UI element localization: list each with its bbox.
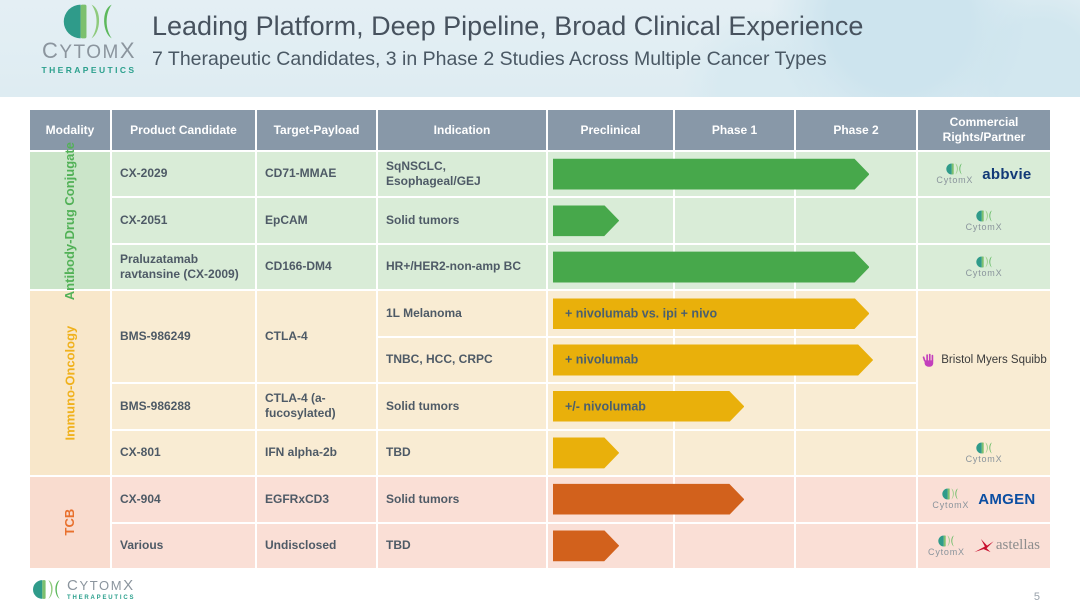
partner-cx-904: CytomX AMGEN <box>918 477 1050 522</box>
phase-bar-cx-904 <box>553 484 744 515</box>
footer-wordmark: CYTOMX <box>67 577 135 594</box>
modality-tcb: TCB <box>30 477 110 568</box>
col-header-product: Product Candidate <box>112 110 255 150</box>
indication-cx-2009: HR+/HER2-non-amp BC <box>378 244 546 290</box>
slide-subtitle: 7 Therapeutic Candidates, 3 in Phase 2 S… <box>152 48 827 70</box>
footer-tagline: THERAPEUTICS <box>67 595 136 601</box>
cytomx-mini-icon <box>946 163 963 175</box>
product-cx-2009: Praluzatamab ravtansine (CX-2009) <box>112 244 255 290</box>
bms-logo: Bristol Myers Squibb <box>921 352 1047 368</box>
slide-title: Leading Platform, Deep Pipeline, Broad C… <box>152 11 864 41</box>
cytomx-logo-icon <box>63 4 112 39</box>
phase-bar-bms-986288: +/- nivolumab <box>553 391 744 422</box>
cytomx-partner-logo: CytomX <box>928 535 965 557</box>
partner-cx-2009: CytomX <box>918 244 1050 290</box>
cytomx-mini-icon <box>938 535 954 547</box>
col-header-phase2: Phase 2 <box>796 110 916 150</box>
cytomx-logo: CYTOMX THERAPEUTICS <box>30 3 148 75</box>
cytomx-footer-icon <box>33 580 60 599</box>
col-header-preclinical: Preclinical <box>548 110 673 150</box>
astellas-logo: astellas <box>974 537 1040 554</box>
target-bms-986249: CTLA-4 <box>257 291 376 383</box>
page-number: 5 <box>1033 591 1040 603</box>
phase-bar-cx-2029 <box>553 159 869 190</box>
indication-cx-904: Solid tumors <box>378 477 546 522</box>
product-bms-986249: BMS-986249 <box>112 291 255 383</box>
cytomx-mini-icon <box>975 210 992 222</box>
phase-bar-various <box>553 530 619 561</box>
cytomx-mini-icon <box>942 488 959 500</box>
cytomx-partner-logo: CytomX <box>966 442 1003 464</box>
partner-cx-2051: CytomX <box>918 198 1050 243</box>
target-cx-2029: CD71-MMAE <box>257 152 376 197</box>
target-cx-2051: EpCAM <box>257 198 376 243</box>
phase-bar-cx-801 <box>553 437 619 468</box>
partner-cx-2029: CytomX abbvie <box>918 152 1050 197</box>
col-header-indication: Indication <box>378 110 546 150</box>
phase-track-various <box>548 523 916 568</box>
abbvie-logo: abbvie <box>982 165 1032 183</box>
cytomx-mini-icon <box>975 256 992 268</box>
indication-cx-801: TBD <box>378 430 546 476</box>
product-cx-2051: CX-2051 <box>112 198 255 243</box>
col-header-modality: Modality <box>30 110 110 150</box>
cytomx-mini-icon <box>975 442 992 454</box>
indication-cx-2029: SqNSCLC, Esophageal/GEJ <box>378 152 546 197</box>
col-header-phase1: Phase 1 <box>675 110 794 150</box>
pipeline-table: Modality Product Candidate Target-Payloa… <box>30 110 1050 568</box>
phase-bar-cx-2009 <box>553 252 869 283</box>
phase-bar-cx-2051 <box>553 205 619 236</box>
astellas-star-icon <box>974 538 994 552</box>
target-bms-986288: CTLA-4 (a-fucosylated) <box>257 384 376 429</box>
bms-hand-icon <box>922 353 934 367</box>
phase-track-tnbc: + nivolumab <box>548 337 916 383</box>
phase-track-cx-801 <box>548 430 916 476</box>
indication-bms-986288: Solid tumors <box>378 384 546 429</box>
cytomx-partner-logo: CytomX <box>932 488 969 510</box>
phase-track-cx-2029 <box>548 152 916 197</box>
bar-label: + nivolumab vs. ipi + nivo <box>565 306 718 321</box>
indication-cx-2051: Solid tumors <box>378 198 546 243</box>
product-bms-986288: BMS-986288 <box>112 384 255 429</box>
product-cx-2029: CX-2029 <box>112 152 255 197</box>
modality-immuno-oncology: Immuno-Oncology <box>30 291 110 476</box>
cytomx-partner-logo: CytomX <box>966 256 1003 278</box>
col-header-target: Target-Payload <box>257 110 376 150</box>
bar-label: + nivolumab <box>565 352 639 367</box>
partner-various: CytomX astellas <box>918 523 1050 568</box>
indication-various: TBD <box>378 523 546 568</box>
amgen-logo: AMGEN <box>978 490 1036 508</box>
target-cx-904: EGFRxCD3 <box>257 477 376 522</box>
product-cx-904: CX-904 <box>112 477 255 522</box>
modality-adc: Antibody-Drug Conjugate <box>30 142 110 300</box>
indication-1l-melanoma: 1L Melanoma <box>378 291 546 336</box>
target-cx-801: IFN alpha-2b <box>257 430 376 476</box>
cytomx-tagline: THERAPEUTICS <box>41 65 137 75</box>
phase-track-1l-melanoma: + nivolumab vs. ipi + nivo <box>548 291 916 336</box>
bar-label: +/- nivolumab <box>565 399 646 414</box>
col-header-commercial: Commercial Rights/Partner <box>918 110 1050 150</box>
phase-track-cx-2009 <box>548 244 916 290</box>
product-various: Various <box>112 523 255 568</box>
title-block: Leading Platform, Deep Pipeline, Broad C… <box>152 11 863 71</box>
phase-bar-1l-melanoma: + nivolumab vs. ipi + nivo <box>553 298 869 329</box>
cytomx-partner-logo: CytomX <box>966 210 1003 232</box>
phase-track-cx-2051 <box>548 198 916 243</box>
phase-track-cx-904 <box>548 477 916 522</box>
header-band: CYTOMX THERAPEUTICS Leading Platform, De… <box>0 0 1080 97</box>
footer-cytomx-logo: CYTOMX THERAPEUTICS <box>33 578 135 601</box>
product-cx-801: CX-801 <box>112 430 255 476</box>
target-cx-2009: CD166-DM4 <box>257 244 376 290</box>
target-various: Undisclosed <box>257 523 376 568</box>
cytomx-partner-logo: CytomX <box>936 163 973 185</box>
indication-tnbc-hcc-crpc: TNBC, HCC, CRPC <box>378 337 546 383</box>
partner-cx-801: CytomX <box>918 430 1050 476</box>
partner-bristol-myers-squibb: Bristol Myers Squibb <box>918 291 1050 429</box>
phase-bar-tnbc: + nivolumab <box>553 344 873 375</box>
cytomx-wordmark: CYTOMX <box>41 38 137 63</box>
phase-track-bms-986288: +/- nivolumab <box>548 384 916 429</box>
